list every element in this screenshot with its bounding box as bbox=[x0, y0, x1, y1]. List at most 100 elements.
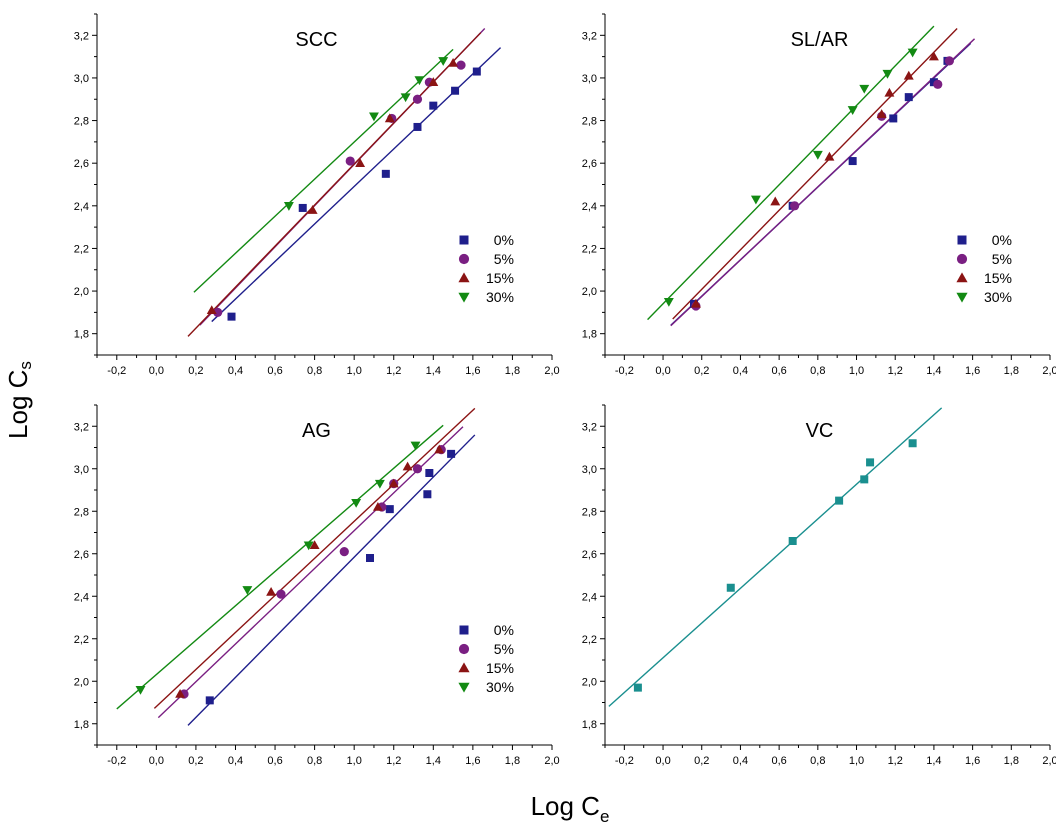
x-tick-label: 2,0 bbox=[544, 365, 559, 377]
y-tick-label: 3,2 bbox=[582, 421, 597, 433]
data-point bbox=[904, 93, 913, 102]
legend-label: 15% bbox=[486, 660, 514, 676]
legend-marker bbox=[957, 235, 967, 245]
data-point bbox=[339, 547, 349, 557]
data-point bbox=[242, 586, 253, 595]
data-point bbox=[944, 56, 954, 66]
data-point bbox=[847, 106, 858, 115]
x-tick-label: 0,6 bbox=[267, 755, 282, 767]
x-tick-label: 1,6 bbox=[465, 755, 480, 767]
legend-marker bbox=[956, 272, 968, 283]
panel-title: SL/AR bbox=[791, 29, 849, 51]
x-tick-label: 0,4 bbox=[733, 365, 748, 377]
x-tick-label: 0,2 bbox=[188, 365, 203, 377]
x-tick-label: 0,4 bbox=[228, 755, 243, 767]
data-point bbox=[438, 57, 449, 66]
x-tick-label: 1,6 bbox=[465, 365, 480, 377]
x-tick-label: 1,4 bbox=[426, 365, 441, 377]
legend-marker bbox=[458, 272, 470, 283]
legend-label: 0% bbox=[992, 232, 1012, 248]
legend-label: 5% bbox=[494, 251, 514, 267]
y-tick-label: 1,8 bbox=[74, 719, 89, 731]
x-axis-label: Log Ce bbox=[531, 791, 610, 826]
legend-label: 30% bbox=[486, 679, 514, 695]
chart-panel-1: -0,2 0,0 0,2 0,4 0,6 0,8 1,0 1,2 1,4 1,6 1,8 2,0 1,8… bbox=[582, 13, 1056, 377]
y-tick-label: 3,0 bbox=[74, 73, 89, 85]
data-point bbox=[283, 202, 294, 211]
y-tick-label: 1,8 bbox=[582, 329, 597, 341]
y-axis-label-sub: s bbox=[16, 361, 35, 370]
data-point bbox=[351, 498, 362, 508]
y-tick-label: 2,4 bbox=[74, 201, 89, 213]
data-point bbox=[227, 312, 236, 321]
y-tick-label: 2,8 bbox=[582, 506, 597, 518]
y-tick-label: 2,2 bbox=[74, 634, 89, 646]
chart-panel-3: -0,2 0,0 0,2 0,4 0,6 0,8 1,0 1,2 1,4 1,6 1,8 2,0 1,8… bbox=[582, 404, 1056, 767]
x-tick-label: 0,4 bbox=[733, 755, 748, 767]
data-point bbox=[633, 683, 642, 692]
data-point bbox=[928, 51, 939, 61]
data-point bbox=[355, 158, 366, 167]
fit-line-15% bbox=[672, 27, 958, 320]
y-tick-label: 3,0 bbox=[582, 464, 597, 476]
legend-label: 30% bbox=[984, 289, 1012, 305]
y-tick-label: 2,8 bbox=[74, 116, 89, 128]
data-point bbox=[933, 79, 943, 89]
data-point bbox=[889, 114, 898, 123]
y-tick-label: 1,8 bbox=[74, 329, 89, 341]
x-tick-label: 1,8 bbox=[505, 755, 520, 767]
y-tick-label: 2,4 bbox=[74, 591, 89, 603]
x-tick-label: 1,2 bbox=[386, 755, 401, 767]
data-point bbox=[400, 93, 411, 103]
data-point bbox=[135, 685, 146, 695]
data-point bbox=[788, 537, 797, 545]
data-point bbox=[388, 478, 399, 488]
data-point bbox=[472, 67, 481, 76]
data-point bbox=[374, 479, 385, 489]
x-tick-label: 1,2 bbox=[386, 365, 401, 377]
y-tick-label: 2,6 bbox=[582, 158, 597, 170]
legend-marker bbox=[458, 643, 470, 655]
data-point bbox=[812, 150, 823, 160]
legend: 0% 5% 15% 30% bbox=[458, 232, 514, 305]
data-point bbox=[884, 87, 895, 97]
y-tick-label: 2,0 bbox=[74, 676, 89, 688]
panel-title: AG bbox=[302, 420, 331, 442]
data-point bbox=[213, 307, 223, 317]
x-tick-label: 1,8 bbox=[1004, 755, 1019, 767]
data-point bbox=[866, 458, 875, 467]
x-tick-label: 1,0 bbox=[849, 755, 864, 767]
y-tick-label: 2,4 bbox=[582, 201, 597, 213]
data-point bbox=[451, 86, 460, 95]
data-point bbox=[860, 475, 869, 484]
x-tick-label: 1,4 bbox=[926, 755, 941, 767]
y-tick-label: 3,2 bbox=[74, 421, 89, 433]
panels: -0,2 0,0 0,2 0,4 0,6 0,8 1,0 1,2 1,4 1,6 1,8 2,0 1,8… bbox=[74, 13, 1056, 767]
legend-label: 5% bbox=[992, 251, 1012, 267]
chart-panel-0: -0,2 0,0 0,2 0,4 0,6 0,8 1,0 1,2 1,4 1,6 1,8 2,0 1,8… bbox=[74, 13, 560, 377]
data-point bbox=[908, 439, 917, 448]
x-tick-label: 0,0 bbox=[655, 755, 670, 767]
x-tick-label: 0,6 bbox=[267, 365, 282, 377]
data-point bbox=[266, 586, 277, 596]
data-point bbox=[903, 70, 914, 80]
x-tick-label: 1,8 bbox=[1004, 365, 1019, 377]
x-tick-label: 0,8 bbox=[810, 755, 825, 767]
data-point bbox=[876, 109, 887, 118]
x-axis-label-main: Log C bbox=[531, 791, 600, 821]
y-tick-label: 2,2 bbox=[582, 243, 597, 255]
x-tick-label: 0,0 bbox=[149, 755, 164, 767]
x-tick-label: 0,2 bbox=[188, 755, 203, 767]
data-point bbox=[907, 48, 918, 58]
y-tick-label: 3,2 bbox=[74, 30, 89, 42]
data-point bbox=[663, 297, 674, 307]
x-tick-label: 2,0 bbox=[544, 755, 559, 767]
x-tick-label: 0,0 bbox=[655, 365, 670, 377]
chart-panel-2: -0,2 0,0 0,2 0,4 0,6 0,8 1,0 1,2 1,4 1,6 1,8 2,0 1,8… bbox=[74, 404, 560, 767]
data-point bbox=[303, 541, 314, 551]
x-tick-label: 1,0 bbox=[849, 365, 864, 377]
legend-marker bbox=[459, 235, 469, 245]
x-tick-label: 0,8 bbox=[307, 755, 322, 767]
data-point bbox=[434, 444, 445, 454]
